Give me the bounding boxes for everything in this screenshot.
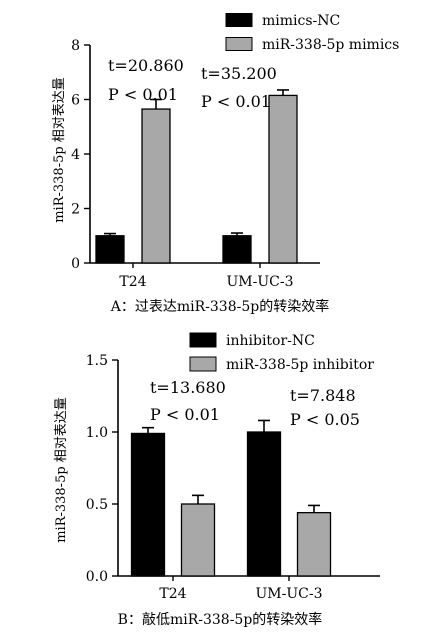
legend-label: inhibitor-NC <box>226 333 315 349</box>
panel-caption: A：过表达miR-338-5p的转染效率 <box>110 298 329 315</box>
y-tick-label: 0 <box>71 256 80 272</box>
bar-treatment <box>268 94 298 264</box>
y-tick-label: 0.5 <box>86 497 108 513</box>
bar-treatment <box>296 511 332 577</box>
chart-panel-b: 0.0 0.5 1.0 1.5 T24 UM-UC-3 miR-338-5p 相对表达量 in… <box>54 332 380 628</box>
legend-label: miR-338-5p mimics <box>262 37 399 53</box>
stat-t-label: t=20.860 <box>108 56 184 75</box>
stat-p-label: P < 0.01 <box>201 92 271 111</box>
bar-control <box>95 235 125 264</box>
y-tick-label: 4 <box>71 147 80 163</box>
y-tick-label: 1.0 <box>86 425 108 441</box>
stat-t-label: t=13.680 <box>150 378 226 397</box>
y-tick-label: 8 <box>71 38 80 54</box>
stat-annotation: t=13.680 P < 0.01 <box>150 378 226 424</box>
x-tick-label: T24 <box>159 586 186 602</box>
legend: mimics-NC miR-338-5p mimics <box>225 13 399 53</box>
error-bar <box>142 426 154 434</box>
y-axis-label: miR-338-5p 相对表达量 <box>54 397 69 543</box>
y-tick-label: 0.0 <box>86 569 108 585</box>
bar-treatment <box>141 108 171 264</box>
error-bar <box>231 232 243 236</box>
stat-annotation: t=7.848 P < 0.05 <box>290 386 360 429</box>
bar-control <box>246 431 282 577</box>
error-bar <box>104 232 116 236</box>
legend-swatch <box>189 332 217 348</box>
error-bar <box>192 494 204 504</box>
stat-t-label: t=35.200 <box>201 64 277 83</box>
error-bar <box>258 419 270 432</box>
legend-swatch <box>225 13 253 27</box>
y-tick-label: 1.5 <box>86 353 108 369</box>
stat-p-label: P < 0.01 <box>108 85 178 104</box>
bar-treatment <box>180 503 216 577</box>
bar-control <box>222 235 252 264</box>
stat-p-label: P < 0.05 <box>290 410 360 429</box>
x-tick-label: T24 <box>119 274 146 290</box>
x-tick-label: UM-UC-3 <box>255 586 322 602</box>
error-bar <box>277 89 289 96</box>
y-tick-label: 2 <box>71 202 80 218</box>
y-tick-label: 6 <box>71 93 80 109</box>
stat-annotation: t=35.200 P < 0.01 <box>201 64 277 111</box>
stat-p-label: P < 0.01 <box>150 405 220 424</box>
stat-annotation: t=20.860 P < 0.01 <box>108 56 184 104</box>
chart-panel-a: 0 2 4 6 8 T24 UM-UC-3 miR-338-5p 相对表达量 mimics-NC… <box>52 13 399 315</box>
legend-swatch <box>189 356 217 372</box>
legend-label: mimics-NC <box>262 13 340 29</box>
legend-label: miR-338-5p inhibitor <box>226 357 374 373</box>
x-tick-label: UM-UC-3 <box>226 274 293 290</box>
stat-t-label: t=7.848 <box>290 386 356 405</box>
legend: inhibitor-NC miR-338-5p inhibitor <box>189 332 374 373</box>
panel-caption: B：敲低miR-338-5p的转染效率 <box>118 611 323 628</box>
y-axis-label: miR-338-5p 相对表达量 <box>52 77 67 223</box>
legend-swatch <box>225 37 253 51</box>
bar-control <box>130 432 166 577</box>
error-bar <box>308 504 320 513</box>
error-bar <box>150 98 162 110</box>
